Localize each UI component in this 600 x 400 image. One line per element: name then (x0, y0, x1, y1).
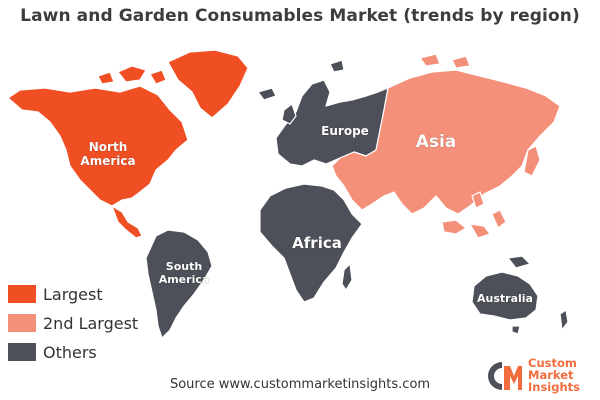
label-africa: Africa (292, 234, 342, 252)
label-north-america-line2: America (80, 154, 135, 168)
legend-item-largest[interactable]: Largest (8, 284, 138, 304)
region-asia[interactable] (331, 53, 561, 239)
label-north-america-line1: North (89, 140, 127, 154)
legend-item-others[interactable]: Others (8, 342, 138, 362)
legend-swatch-2nd-largest (8, 314, 36, 332)
region-australia[interactable] (471, 255, 569, 335)
legend-label-others: Others (43, 342, 97, 362)
legend: Largest 2nd Largest Others (8, 284, 138, 371)
legend-label-largest: Largest (43, 284, 103, 304)
brand-line-2: Market (528, 368, 574, 382)
legend-swatch-largest (8, 285, 36, 303)
label-europe: Europe (321, 124, 369, 138)
label-south-america-line1: South (166, 260, 202, 273)
brand-logo: Custom Market Insights (484, 356, 596, 396)
source-note: Source www.custommarketinsights.com (169, 377, 431, 392)
region-north-america[interactable] (7, 49, 249, 239)
region-africa[interactable] (259, 183, 363, 303)
legend-swatch-others (8, 343, 36, 361)
brand-name: Custom Market Insights (528, 357, 580, 393)
region-europe[interactable] (257, 59, 389, 167)
label-south-america-line2: America (159, 273, 210, 286)
legend-label-2nd-largest: 2nd Largest (43, 313, 139, 333)
brand-line-1: Custom (528, 356, 577, 370)
legend-item-2nd-largest[interactable]: 2nd Largest (8, 313, 138, 333)
label-asia: Asia (416, 132, 457, 152)
cmi-logo-icon (488, 362, 522, 390)
region-south-america[interactable] (145, 229, 213, 339)
map-title: Lawn and Garden Consumables Market (tren… (20, 6, 580, 26)
brand-line-3: Insights (528, 380, 581, 394)
label-australia: Australia (477, 292, 533, 305)
